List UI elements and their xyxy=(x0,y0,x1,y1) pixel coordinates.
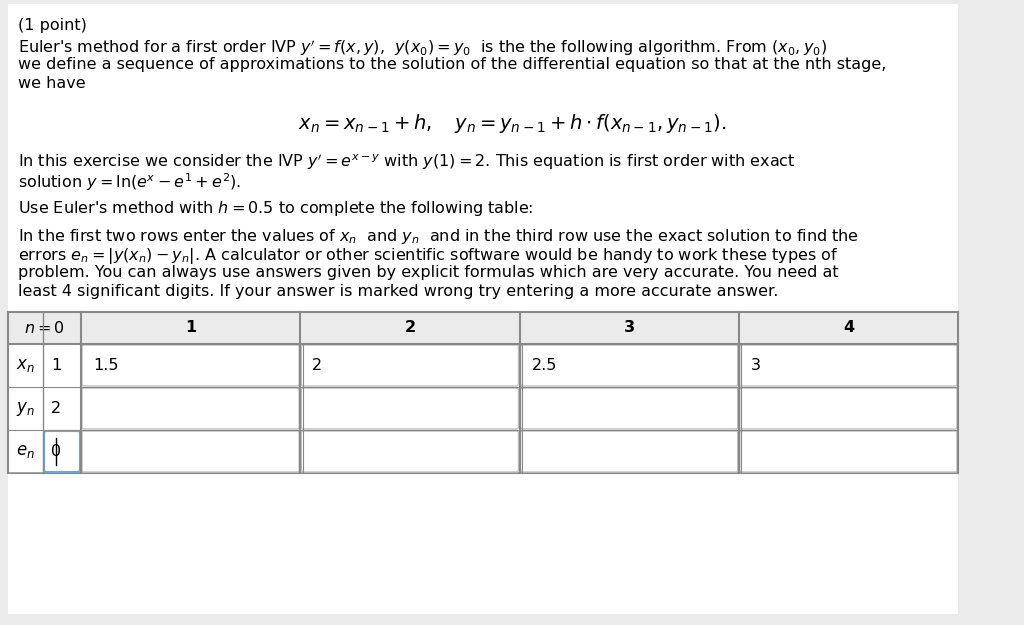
FancyBboxPatch shape xyxy=(301,431,518,472)
FancyBboxPatch shape xyxy=(8,312,958,344)
FancyBboxPatch shape xyxy=(44,431,80,472)
Text: $e_n$: $e_n$ xyxy=(16,442,35,461)
Text: 1: 1 xyxy=(185,321,197,336)
Text: 3: 3 xyxy=(751,358,761,373)
Text: 0: 0 xyxy=(51,444,61,459)
FancyBboxPatch shape xyxy=(8,4,958,614)
FancyBboxPatch shape xyxy=(520,431,737,472)
Text: 1.5: 1.5 xyxy=(93,358,119,373)
FancyBboxPatch shape xyxy=(520,345,737,386)
Text: 2: 2 xyxy=(51,401,61,416)
Text: $y_n$: $y_n$ xyxy=(16,399,35,418)
FancyBboxPatch shape xyxy=(739,431,957,472)
Text: $n = 0$: $n = 0$ xyxy=(25,320,65,336)
Text: 1: 1 xyxy=(51,358,61,373)
FancyBboxPatch shape xyxy=(82,431,299,472)
FancyBboxPatch shape xyxy=(8,312,958,473)
Text: solution $y = \ln(e^x - e^1 + e^2)$.: solution $y = \ln(e^x - e^1 + e^2)$. xyxy=(18,171,242,192)
Text: Euler's method for a first order IVP $y' = f(x, y)$,  $y(x_0) = y_0$  is the the: Euler's method for a first order IVP $y'… xyxy=(18,38,827,58)
Text: least 4 significant digits. If your answer is marked wrong try entering a more a: least 4 significant digits. If your answ… xyxy=(18,284,778,299)
Text: In the first two rows enter the values of $x_n$  and $y_n$  and in the third row: In the first two rows enter the values o… xyxy=(18,227,859,246)
Text: 3: 3 xyxy=(624,321,635,336)
FancyBboxPatch shape xyxy=(739,388,957,429)
Text: $x_n = x_{n-1} + h, \quad y_n = y_{n-1} + h \cdot f(x_{n-1}, y_{n-1}).$: $x_n = x_{n-1} + h, \quad y_n = y_{n-1} … xyxy=(298,112,726,135)
Text: we have: we have xyxy=(18,76,86,91)
Text: Use Euler's method with $h = 0.5$ to complete the following table:: Use Euler's method with $h = 0.5$ to com… xyxy=(18,199,534,218)
Text: 4: 4 xyxy=(843,321,854,336)
FancyBboxPatch shape xyxy=(301,345,518,386)
Text: $x_n$: $x_n$ xyxy=(16,356,35,374)
FancyBboxPatch shape xyxy=(739,345,957,386)
Text: (1 point): (1 point) xyxy=(18,18,87,33)
FancyBboxPatch shape xyxy=(82,388,299,429)
Text: errors $e_n = |y(x_n) - y_n|$. A calculator or other scientific software would b: errors $e_n = |y(x_n) - y_n|$. A calcula… xyxy=(18,246,839,266)
Text: In this exercise we consider the IVP $y' = e^{x-y}$ with $y(1) = 2$. This equati: In this exercise we consider the IVP $y'… xyxy=(18,152,796,173)
FancyBboxPatch shape xyxy=(82,345,299,386)
Text: 2: 2 xyxy=(312,358,323,373)
Text: 2: 2 xyxy=(404,321,416,336)
Text: 2.5: 2.5 xyxy=(531,358,557,373)
FancyBboxPatch shape xyxy=(301,388,518,429)
Text: we define a sequence of approximations to the solution of the differential equat: we define a sequence of approximations t… xyxy=(18,57,887,72)
Text: problem. You can always use answers given by explicit formulas which are very ac: problem. You can always use answers give… xyxy=(18,265,839,280)
FancyBboxPatch shape xyxy=(520,388,737,429)
